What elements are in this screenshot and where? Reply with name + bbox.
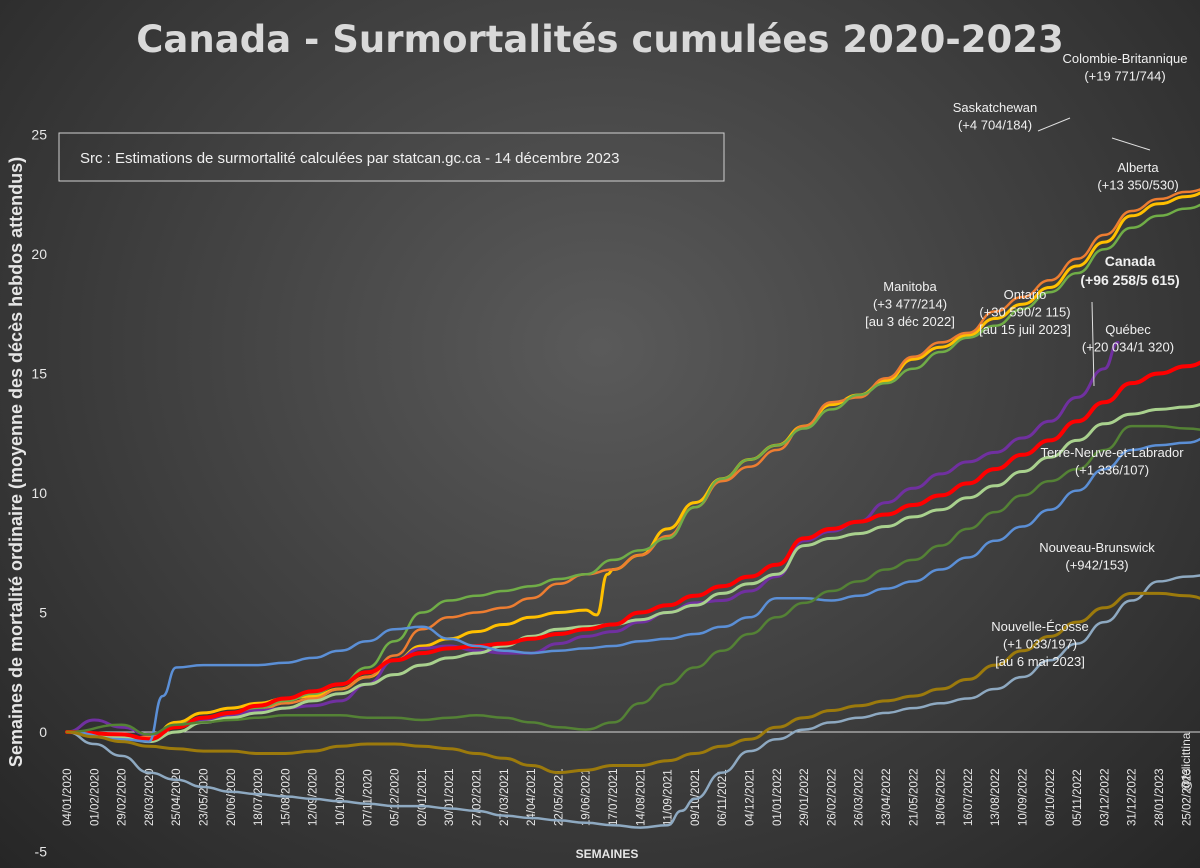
source-box: Src : Estimations de surmortalité calcul… <box>58 132 725 182</box>
x-axis-label: SEMAINES <box>576 847 639 861</box>
axes: -5 0 5 10 15 20 25 04/01/2020 01/02/2020 29/02/20… <box>31 127 1200 860</box>
x-tick-label: 27/02/2021 <box>472 768 484 826</box>
x-tick-label: 01/01/2022 <box>772 768 784 826</box>
y-tick-label: 5 <box>39 605 47 621</box>
series-layer <box>65 188 1200 829</box>
x-tick-label: 23/04/2022 <box>881 768 893 826</box>
x-tick-label: 04/12/2021 <box>745 768 757 826</box>
x-tick-label: 05/11/2022 <box>1072 769 1084 826</box>
y-tick-label: 15 <box>31 366 47 382</box>
x-tick-label: 19/06/2021 <box>581 768 593 826</box>
annotation-ontario-name: Ontario <box>1004 287 1047 302</box>
series-line-canada <box>65 360 1200 742</box>
annotation-nouveau-brunswick-name: Nouveau-Brunswick <box>1039 540 1155 555</box>
x-tick-label: 11/09/2021 <box>663 769 675 826</box>
annotation-alberta-detail: (+13 350/530) <box>1097 178 1178 193</box>
annotation-leader-line <box>1091 301 1095 387</box>
series-line-quebec <box>65 437 1200 743</box>
annotation-nouvelle-ecosse-detail: [au 6 mai 2023] <box>995 654 1085 669</box>
x-tick-label: 17/07/2021 <box>608 768 620 826</box>
y-tick-label: 0 <box>39 724 47 740</box>
annotation-manitoba-name: Manitoba <box>883 279 937 294</box>
x-tick-label: 03/12/2022 <box>1099 768 1111 826</box>
x-tick-label: 10/10/2020 <box>335 768 347 826</box>
series-line-nouvelle-ecosse <box>65 591 1200 775</box>
x-tick-label: 28/03/2020 <box>144 768 156 826</box>
x-tick-label: 29/01/2022 <box>799 768 811 826</box>
chart-title: Canada - Surmortalités cumulées 2020-202… <box>136 18 1063 61</box>
x-tick-label: 30/01/2021 <box>444 768 456 826</box>
x-tick-label: 18/06/2022 <box>936 768 948 826</box>
x-tick-label: 31/12/2022 <box>1127 768 1139 826</box>
y-tick-label: 25 <box>31 127 47 143</box>
x-tick-label: 28/01/2023 <box>1154 768 1166 826</box>
x-tick-label: 13/08/2022 <box>990 768 1002 826</box>
x-tick-label: 14/08/2021 <box>635 768 647 826</box>
credit-handle: @felicittina <box>1179 732 1193 791</box>
x-tick-label: 16/07/2022 <box>963 768 975 826</box>
y-tick-label: -5 <box>35 844 48 860</box>
x-tick-label: 23/05/2020 <box>199 768 211 826</box>
series-line-nouveau-brunswick <box>65 574 1200 829</box>
x-tick-label: 07/11/2020 <box>362 769 374 826</box>
x-tick-label: 04/01/2020 <box>62 768 74 826</box>
x-tick-label: 18/07/2020 <box>253 768 265 826</box>
annotation-quebec-name: Québec <box>1105 322 1151 337</box>
x-tick-label: 01/02/2020 <box>89 768 101 826</box>
annotation-colombie-britannique-name: Colombie-Britannique <box>1062 51 1187 66</box>
annotation-canada-name: Canada <box>1105 253 1156 269</box>
x-tick-label: 25/02/2023 <box>1181 768 1193 826</box>
series-line-ontario <box>65 403 1200 744</box>
x-tick-label: 10/09/2022 <box>1018 768 1030 826</box>
x-tick-label: 09/10/2021 <box>690 768 702 826</box>
series-line-manitoba <box>65 340 1120 736</box>
x-tick-label: 21/05/2022 <box>908 768 920 826</box>
x-tick-label: 05/12/2020 <box>390 768 402 826</box>
annotation-nouvelle-ecosse-name: Nouvelle-Écosse <box>991 619 1089 634</box>
annotation-ontario-detail: (+30 590/2 115) <box>979 305 1070 320</box>
x-tick-label: 25/04/2020 <box>171 768 183 826</box>
series-line-alberta <box>65 203 1200 743</box>
annotation-manitoba-detail: (+3 477/214) <box>873 297 947 312</box>
annotation-layer: Colombie-Britannique (+19 771/744) Saskatc… <box>865 51 1187 669</box>
x-tick-label: 29/02/2020 <box>117 768 129 826</box>
x-tick-label: 26/03/2022 <box>854 768 866 826</box>
source-note: Src : Estimations de surmortalité calcul… <box>80 150 619 167</box>
annotation-manitoba-detail: [au 3 déc 2022] <box>865 314 955 329</box>
annotation-saskatchewan-detail: (+4 704/184) <box>958 118 1032 133</box>
x-tick-label: 12/09/2020 <box>308 768 320 826</box>
y-axis-label: Semaines de mortalité ordinaire (moyenne… <box>6 157 26 767</box>
x-tick-label: 02/01/2021 <box>417 768 429 826</box>
series-line-saskatchewan <box>65 188 1200 741</box>
annotation-nouvelle-ecosse-detail: (+1 033/197) <box>1003 637 1077 652</box>
annotation-canada-detail: (+96 258/5 615) <box>1080 272 1179 288</box>
annotation-leader-line <box>1037 117 1071 132</box>
x-tick-label: 20/06/2020 <box>226 768 238 826</box>
annotation-alberta-name: Alberta <box>1117 160 1159 175</box>
annotation-quebec-detail: (+20 034/1 320) <box>1082 340 1174 355</box>
x-tick-label: 24/04/2021 <box>526 768 538 826</box>
annotation-nouveau-brunswick-detail: (+942/153) <box>1065 558 1128 573</box>
annotation-saskatchewan-name: Saskatchewan <box>953 100 1038 115</box>
x-tick-label: 27/03/2021 <box>499 768 511 826</box>
x-tick-label: 08/10/2022 <box>1045 768 1057 826</box>
annotation-terre-neuve-et-labrador-name: Terre-Neuve-et-Labrador <box>1040 445 1184 460</box>
annotation-leader-line <box>1111 137 1151 151</box>
series-line-terre-neuve-et-labrador <box>65 424 1200 736</box>
annotation-ontario-detail: [au 15 juil 2023] <box>979 322 1071 337</box>
x-tick-label: 26/02/2022 <box>826 768 838 826</box>
y-tick-label: 10 <box>31 485 47 501</box>
y-tick-label: 20 <box>31 246 47 262</box>
x-tick-label: 22/05/2021 <box>553 768 565 826</box>
annotation-terre-neuve-et-labrador-detail: (+1 336/107) <box>1075 463 1149 478</box>
annotation-colombie-britannique-detail: (+19 771/744) <box>1084 69 1165 84</box>
x-tick-label: 06/11/2021 <box>717 769 729 826</box>
